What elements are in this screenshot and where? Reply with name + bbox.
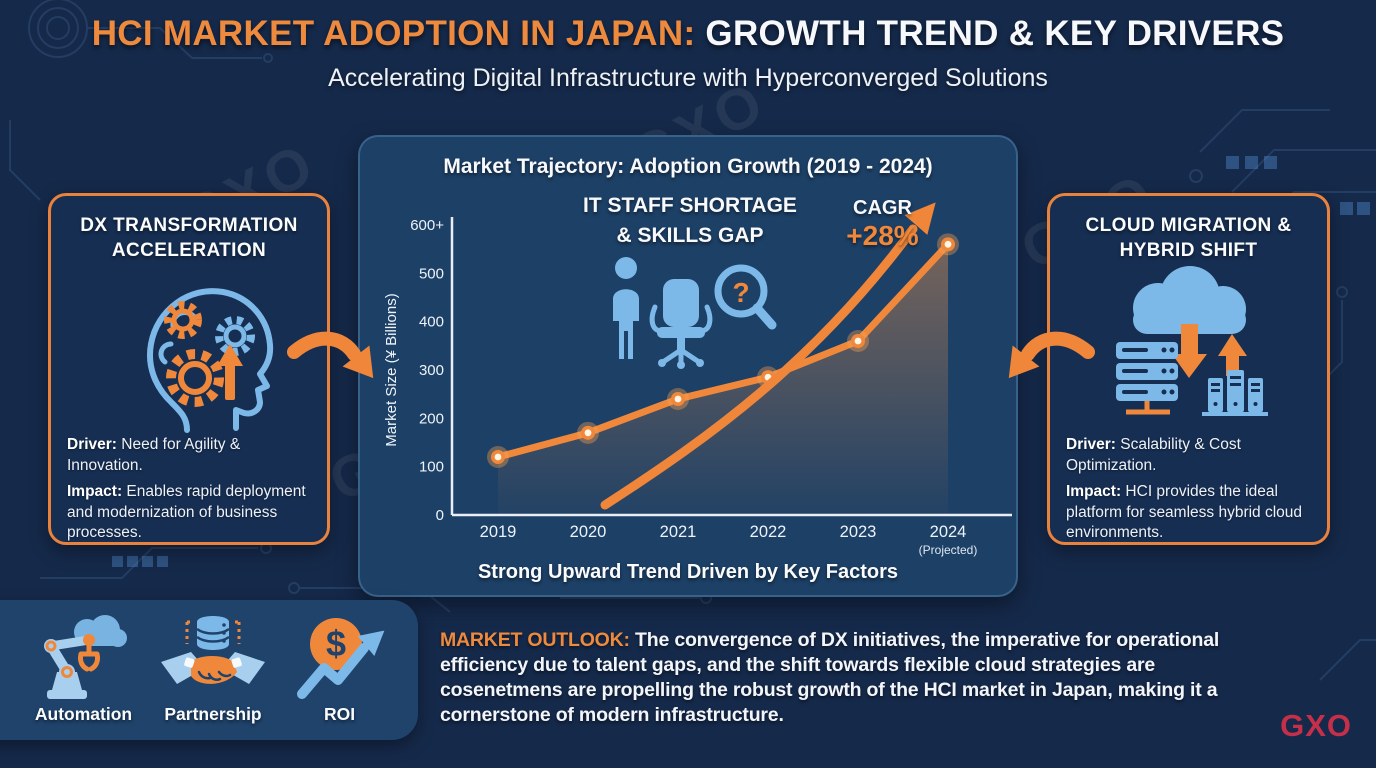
mini-servers-icon [1201,370,1268,417]
driver-text: Need for Agility & Innovation. [67,436,241,474]
y-axis-title: Market Size (¥ Billions) [383,293,400,446]
driver-label: Driver: [67,436,117,454]
up-arrow-icon [1217,334,1247,377]
cloud-migration-icon [1115,266,1268,417]
series-line [494,240,952,461]
trend-arrow-icon [296,630,384,699]
cagr-label: CAGR [853,197,912,219]
person-icon [613,257,639,359]
cloud-card-title: CLOUD MIGRATION & HYBRID SHIFT [1085,215,1292,261]
chart-title: Market Trajectory: Adoption Growth (2019… [443,155,933,178]
automation-item: Automation [29,610,139,725]
market-outlook: MARKET OUTLOOK: The convergence of DX in… [440,628,1240,728]
magnifier-question-icon: ? [714,264,777,330]
impact-label: Impact: [1066,483,1122,501]
data-point-core [584,429,592,437]
annotation-line2: & SKILLS GAP [616,224,764,248]
cagr-callout: CAGR +28% [815,197,950,252]
x-tick-label: 2024 [930,523,967,541]
handshake-icon [161,652,265,684]
brain-gears-icon [147,288,274,434]
page-title-rest: GROWTH TREND & KEY DRIVERS [695,14,1285,53]
cagr-value: +28% [846,220,919,251]
gear-icon [215,316,255,357]
svg-text:$: $ [325,623,345,664]
x-tick-note: (Projected) [919,543,978,557]
x-tick-label: 2023 [840,523,877,541]
dollar-growth-icon: $ [296,618,384,699]
robot-arm-icon [43,634,100,699]
annotation-line1: IT STAFF SHORTAGE [583,194,797,217]
partnership-item: Partnership [155,610,271,725]
handshake-database-icon [161,616,265,684]
data-point-core [854,337,862,345]
up-arrow-icon [217,344,243,401]
market-trajectory-chart-panel: Market Trajectory: Adoption Growth (2019… [358,135,1018,597]
driver-label: Driver: [1066,436,1116,454]
y-tick-label: 200 [419,410,444,427]
flow-arrow-left-icon [1008,331,1095,379]
impact-text: Enables rapid deployment and modernizati… [67,483,306,542]
gxo-logo: GXO [1280,708,1352,743]
y-tick-label: 400 [419,314,444,331]
data-point-core [674,395,682,403]
x-tick-label: 2019 [480,523,517,541]
header: HCI MARKET ADOPTION IN JAPAN: GROWTH TRE… [0,14,1376,93]
market-outlook-text: The convergence of DX initiatives, the i… [440,629,1220,726]
data-point-core [494,453,502,461]
gear-icon [166,349,224,408]
page-title: HCI MARKET ADOPTION IN JAPAN: GROWTH TRE… [0,14,1376,54]
y-tick-label: 100 [419,459,444,476]
x-tick-label: 2020 [570,523,607,541]
market-outlook-label: MARKET OUTLOOK: [440,629,630,651]
down-arrow-icon [1171,324,1207,379]
server-rack-icon [1115,342,1178,415]
x-tick-label: 2022 [750,523,787,541]
page-title-highlight: HCI MARKET ADOPTION IN JAPAN: [91,14,696,53]
cloud-card-body: Driver: Scalability & Cost Optimization.… [1066,435,1311,543]
roi-label: ROI [323,704,356,724]
key-factors-panel: Automation Partnership [0,600,418,740]
y-tick-label: 300 [419,362,444,379]
dollar-coin-icon: $ [309,618,362,670]
y-tick-label: 500 [419,265,444,282]
y-tick-label: 0 [436,507,444,524]
y-tick-label: 600+ [410,217,444,234]
cloud-icon [1132,266,1246,335]
flow-arrow-right-icon [287,331,374,379]
dx-transformation-card: DX TRANSFORMATION ACCELERATION [48,193,330,545]
database-icon [196,616,230,650]
staff-shortage-icons: ? [613,257,777,369]
partnership-label: Partnership [164,704,262,724]
automation-label: Automation [34,704,133,724]
dx-card-title: DX TRANSFORMATION ACCELERATION [80,215,298,261]
svg-text:?: ? [732,277,749,308]
growth-swoosh-arrow-icon [600,202,936,510]
roi-item: $ ROI [288,610,392,725]
line-chart: 0 100 200 300 400 500 600+ Market Size (¥ Billi… [383,202,1012,557]
robot-arm-cloud-icon [43,615,127,699]
gear-icon [164,301,202,340]
driver-text: Scalability & Cost Optimization. [1066,436,1241,474]
area-fill [498,244,948,515]
page-subtitle: Accelerating Digital Infrastructure with… [328,64,1048,92]
dx-card-body: Driver: Need for Agility & Innovation. I… [67,435,311,543]
office-chair-icon [649,279,713,369]
impact-label: Impact: [67,483,123,501]
cloud-migration-card: CLOUD MIGRATION & HYBRID SHIFT [1047,193,1330,545]
x-tick-label: 2021 [660,523,697,541]
chart-annotation: IT STAFF SHORTAGE & SKILLS GAP [525,191,855,252]
impact-text: HCI provides the ideal platform for seam… [1066,483,1303,542]
chart-caption: Strong Upward Trend Driven by Key Factor… [477,561,899,583]
data-point-core [944,240,952,248]
